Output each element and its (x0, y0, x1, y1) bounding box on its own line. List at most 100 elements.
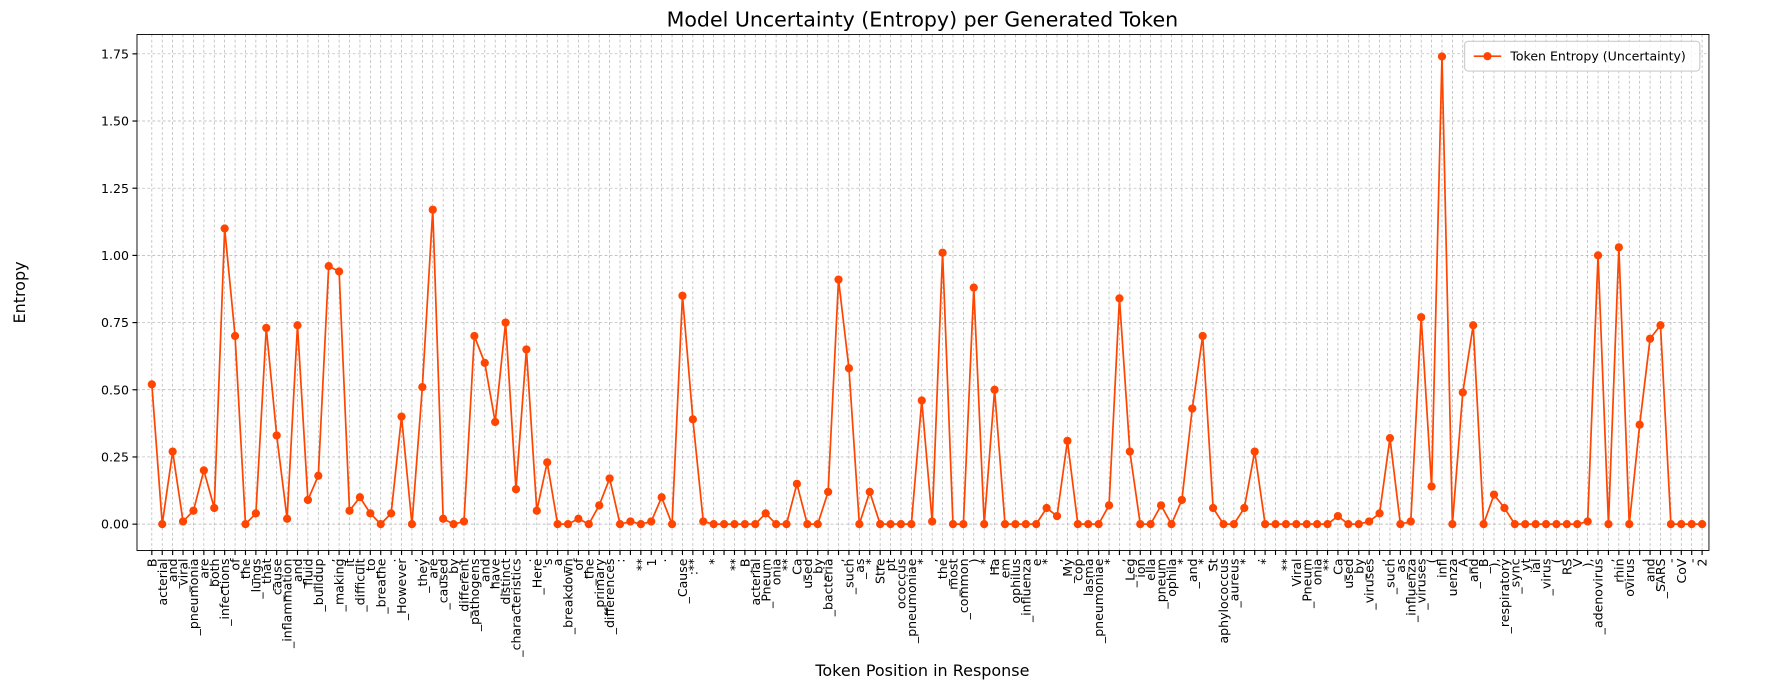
point (262, 323, 271, 333)
point (928, 517, 937, 526)
point (522, 345, 531, 354)
point (1385, 434, 1395, 443)
point (199, 466, 208, 475)
x-tick-label: _difficult (352, 558, 367, 612)
x-tick-label: _such (841, 558, 856, 595)
point (1427, 482, 1436, 491)
point (1656, 321, 1665, 330)
x-tick-label: , (1632, 558, 1647, 562)
point (792, 479, 802, 488)
x-tick-label: , (831, 558, 846, 562)
x-tick-label: cop (1070, 558, 1085, 581)
x-tick-label: 's (540, 558, 555, 568)
point (1625, 520, 1634, 529)
x-tick-label: _Ca (789, 558, 804, 582)
x-tick-label: _as (852, 558, 867, 580)
point (1323, 520, 1332, 529)
x-tick-label: * (1174, 558, 1189, 564)
x-tick-label: . (1247, 558, 1262, 562)
x-tick-label: _viruses (1362, 558, 1377, 610)
point (449, 520, 458, 529)
point (1011, 520, 1020, 529)
x-tick-label: aphylococcus (1216, 558, 1231, 643)
x-tick-label: _the (935, 558, 950, 586)
plot-frame (136, 34, 1710, 551)
point (865, 487, 874, 497)
point (314, 471, 323, 480)
point (355, 493, 365, 502)
point (324, 262, 333, 271)
point (1697, 520, 1707, 529)
x-tick-label: ophilus (1008, 558, 1023, 603)
point (699, 517, 708, 526)
x-tick-label: _pneumonia (186, 558, 201, 636)
legend-label: Token Entropy (Uncertainty) (1509, 49, 1686, 64)
x-tick-label: _aureus (1226, 558, 1241, 608)
point (376, 520, 385, 529)
point (178, 517, 188, 526)
point (1219, 520, 1228, 529)
x-tick-label: _Pneum (1299, 558, 1314, 608)
point (1115, 294, 1124, 303)
x-tick-label: _pneumoniae (904, 558, 919, 644)
x-tick-label: _they (415, 558, 430, 594)
point (1125, 447, 1134, 456)
point (147, 380, 156, 389)
x-tick-label: _influenza (1018, 558, 1033, 623)
chart-title: Model Uncertainty (Entropy) per Generate… (667, 7, 1178, 31)
point (1052, 511, 1062, 521)
point (907, 520, 916, 529)
point (491, 417, 500, 427)
x-tick-label: _buildup (311, 558, 326, 612)
point (397, 412, 406, 421)
x-tick-label: ella (1143, 558, 1158, 580)
x-tick-label: V (1570, 558, 1585, 567)
point (1614, 243, 1623, 252)
point (1479, 520, 1488, 529)
x-tick-label: em (998, 558, 1013, 578)
x-tick-label: _Pneum (758, 558, 773, 608)
point (1469, 321, 1478, 330)
y-tick-label: 0.75 (101, 315, 129, 330)
point (220, 224, 229, 233)
point (428, 205, 437, 214)
x-tick-label: _of (228, 558, 243, 578)
point (293, 321, 302, 330)
x-tick-label: _such (1383, 558, 1398, 595)
point (595, 501, 604, 510)
x-tick-label: :** (685, 558, 700, 575)
point (251, 509, 260, 518)
x-tick-label: _making (332, 558, 347, 612)
x-tick-label: * (706, 558, 721, 564)
point (657, 493, 666, 502)
point (1437, 52, 1447, 61)
point (771, 520, 781, 529)
point (813, 520, 822, 529)
x-tick-label: - (1663, 558, 1678, 563)
point (1604, 520, 1613, 529)
point (1489, 490, 1499, 499)
point (959, 520, 968, 529)
x-tick-label: _Here (529, 558, 544, 595)
point (459, 517, 469, 526)
x-tick-label: 2 (1695, 558, 1710, 566)
point (1094, 520, 1103, 529)
x-tick-label: B (144, 558, 159, 567)
x-tick-label: _distinct (498, 558, 513, 612)
point (1333, 511, 1343, 521)
x-tick-label: pt (883, 558, 898, 571)
y-tick-label: 0.50 (101, 382, 129, 397)
x-tick-label: _to (363, 558, 378, 578)
point (1677, 520, 1686, 529)
x-tick-label: ion (1133, 558, 1148, 577)
point (1292, 520, 1301, 529)
point (1354, 520, 1363, 529)
point (230, 331, 240, 341)
x-tick-label: * (1258, 558, 1273, 564)
y-axis-label: Entropy (10, 261, 29, 323)
point (168, 447, 177, 456)
x-tick-label: _different (457, 558, 472, 619)
point (158, 520, 167, 529)
point (1032, 520, 1041, 529)
point (470, 331, 479, 341)
